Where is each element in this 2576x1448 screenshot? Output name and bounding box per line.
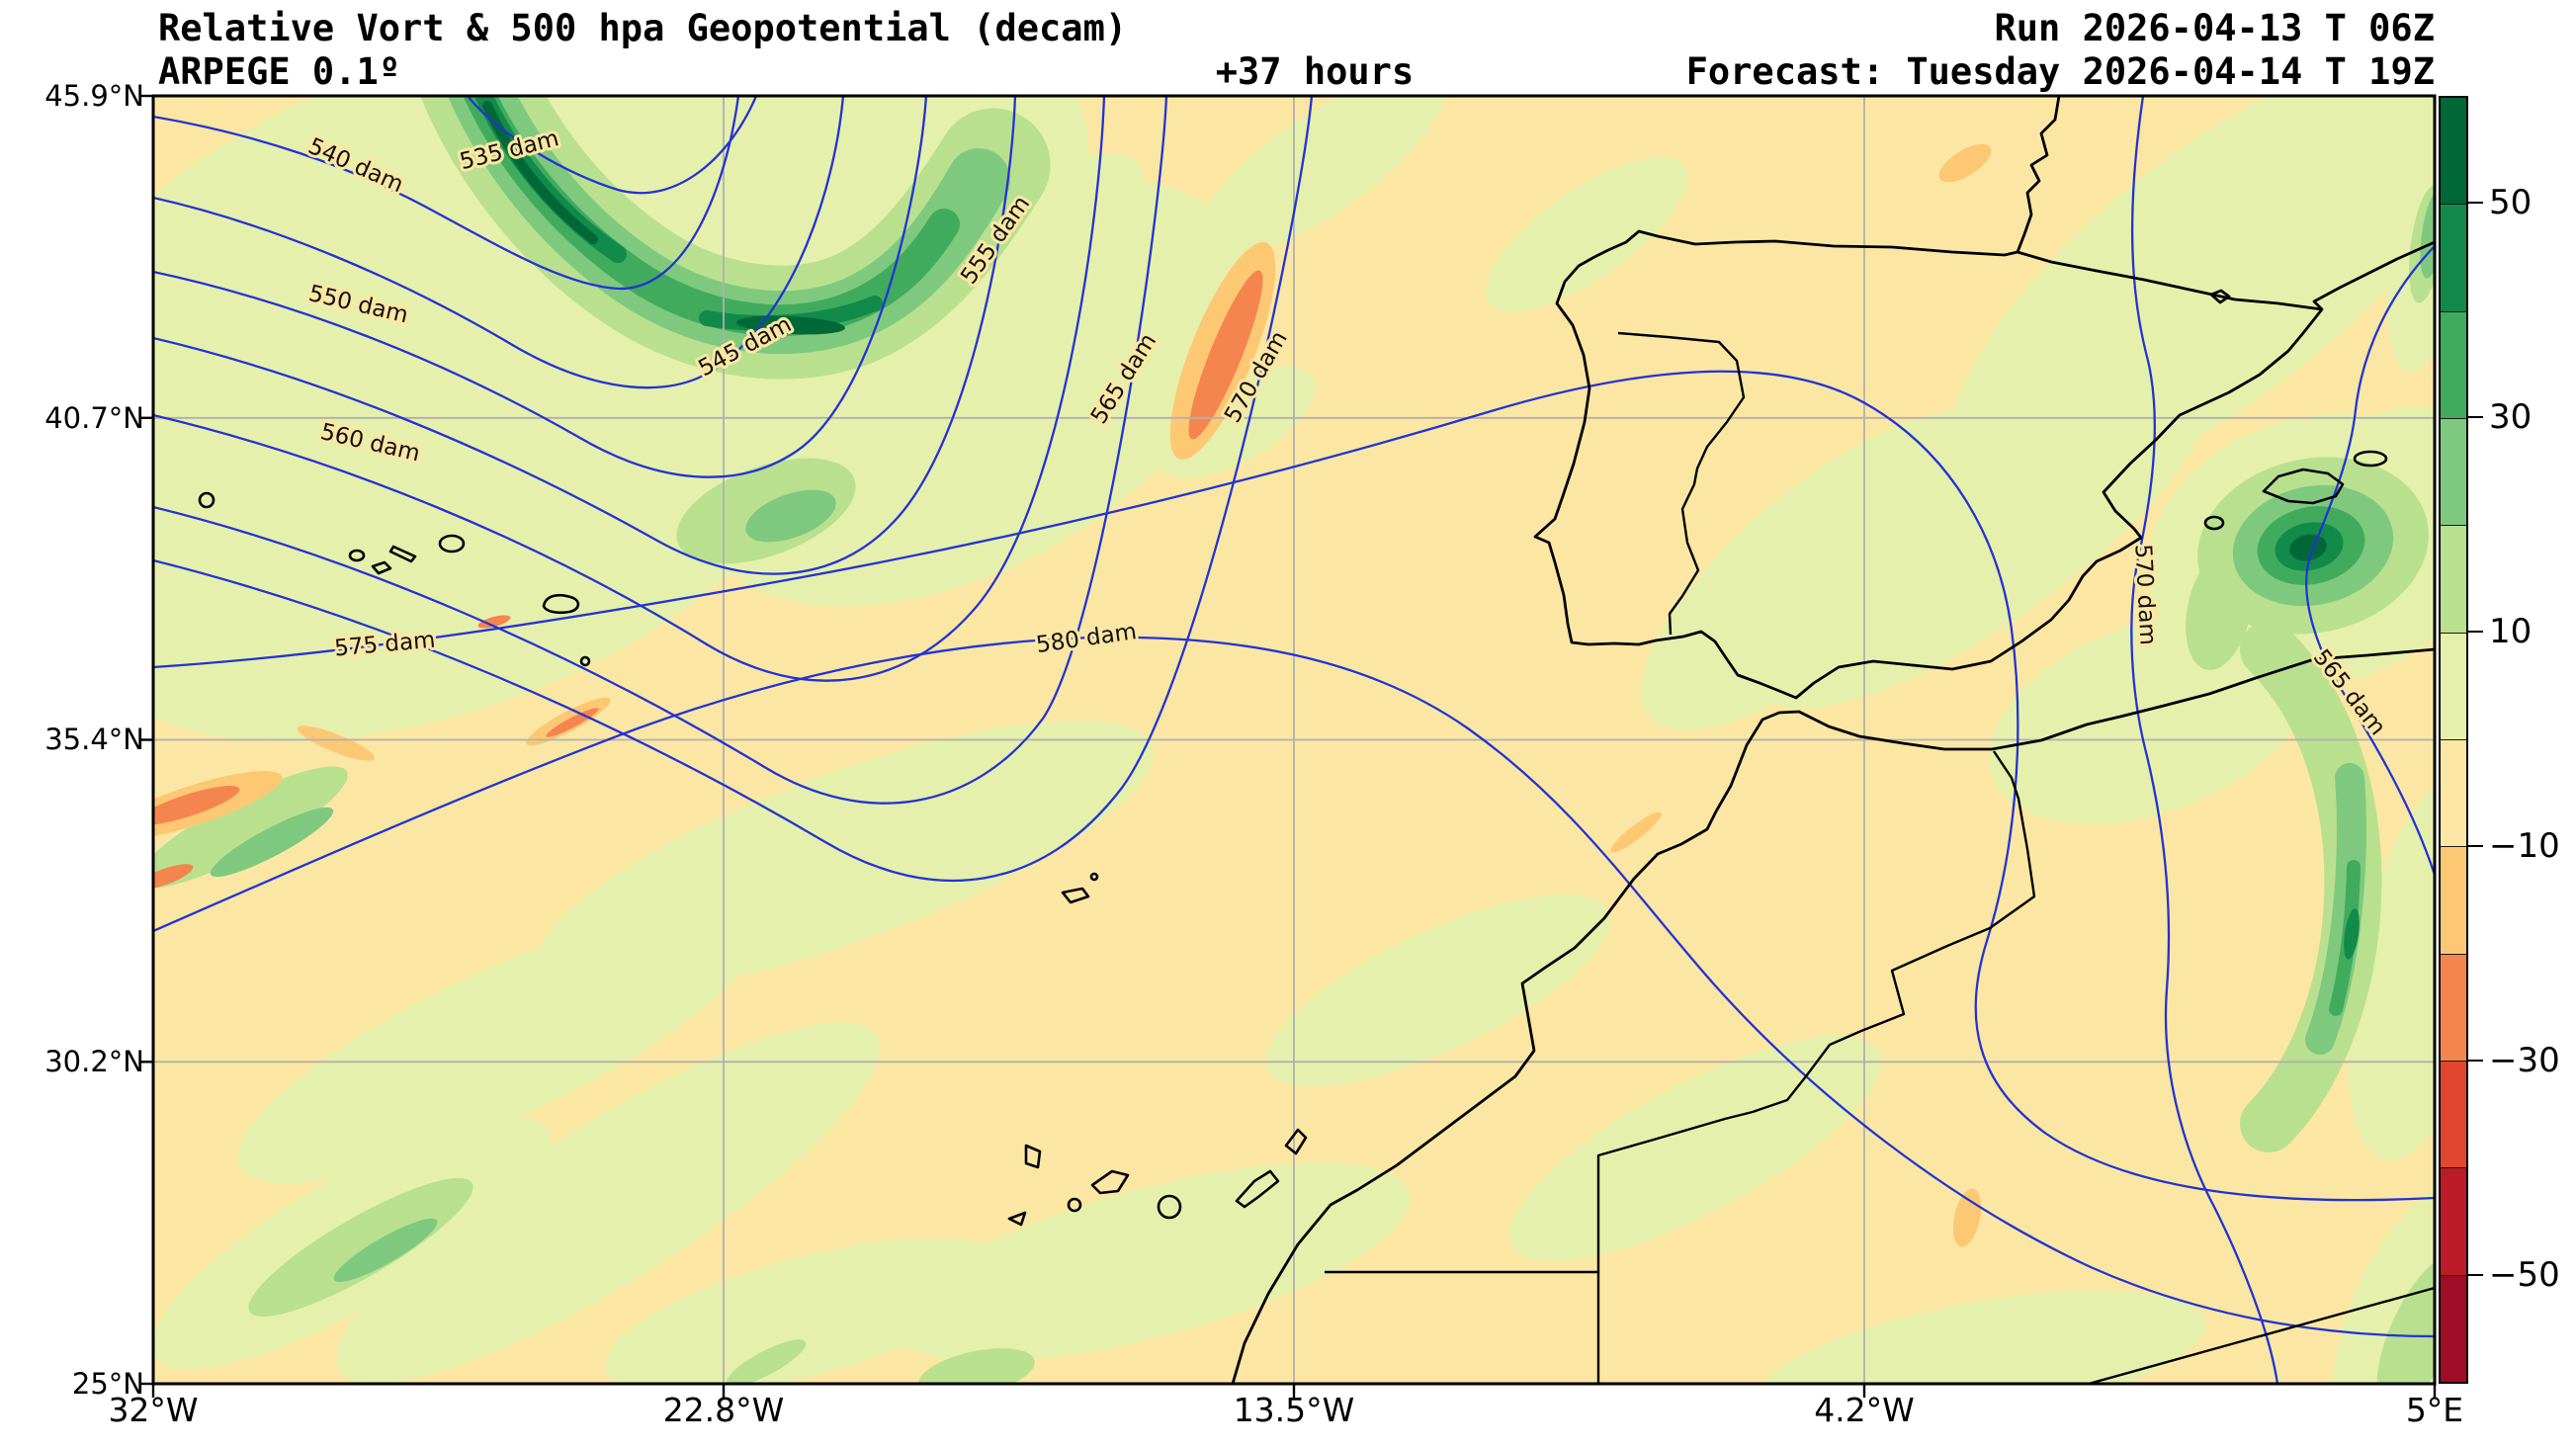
vorticity-trough-band: [420, 96, 1051, 380]
colorbar-segment: [2441, 418, 2466, 527]
colorbar-segment: [2441, 98, 2466, 206]
colorbar-tick: [2468, 1060, 2483, 1062]
colorbar-tick: [2468, 845, 2483, 847]
y-tick-label: 30.2°N: [44, 1045, 144, 1078]
colorbar-segment: [2441, 954, 2466, 1062]
colorbar: [2439, 96, 2468, 1384]
islands: [198, 450, 2388, 1227]
axis-ticks: [139, 94, 2437, 1398]
colorbar-segment: [2441, 526, 2466, 634]
y-tick-label: 35.4°N: [44, 723, 144, 756]
forecast-label: Forecast: Tuesday 2026-04-14 T 19Z: [1685, 50, 2435, 93]
lead-time-label: +37 hours: [1215, 50, 1415, 93]
country-borders: [1325, 331, 2435, 1384]
colorbar-segment: [2441, 1061, 2466, 1169]
colorbar-segment: [2441, 633, 2466, 740]
run-label: Run 2026-04-13 T 06Z: [1994, 7, 2435, 49]
y-tick-label: 45.9°N: [44, 79, 144, 113]
grid-lines: [153, 96, 2435, 1384]
geopotential-contours: [153, 96, 2435, 1384]
colorbar-tick-label: 30: [2489, 397, 2533, 437]
vorticity-maximum-balearic: [2197, 457, 2429, 635]
colorbar-segment: [2441, 847, 2466, 955]
vorticity-negative-patches: [153, 143, 1992, 1247]
colorbar-segment: [2441, 739, 2466, 848]
colorbar-segment: [2441, 1168, 2466, 1276]
colorbar-tick: [2468, 416, 2483, 418]
map-plot: 535 dam 540 dam 545 dam 550 dam 555 dam …: [139, 94, 2437, 1398]
y-tick-label: 40.7°N: [44, 401, 144, 435]
colorbar-segment: [2441, 1275, 2466, 1382]
colorbar-tick-label: 10: [2489, 612, 2533, 651]
colorbar-tick: [2468, 1274, 2483, 1276]
colorbar-segment: [2441, 311, 2466, 419]
figure-title: Relative Vort & 500 hpa Geopotential (de…: [158, 7, 1128, 49]
vorticity-core: [2344, 908, 2360, 960]
colorbar-tick: [2468, 202, 2483, 204]
coastlines: [1231, 96, 2435, 1384]
y-tick-label: 25°N: [71, 1367, 144, 1401]
colorbar-tick: [2468, 631, 2483, 633]
vorticity-blob: [745, 489, 836, 543]
colorbar-tick-label: −30: [2489, 1041, 2560, 1080]
contour-label: 570 dam: [2129, 544, 2160, 646]
colorbar-tick-label: 50: [2489, 183, 2533, 222]
colorbar-tick-label: −10: [2489, 826, 2560, 866]
model-label: ARPEGE 0.1º: [158, 50, 401, 93]
colorbar-tick-label: −50: [2489, 1255, 2560, 1295]
colorbar-segment: [2441, 205, 2466, 312]
